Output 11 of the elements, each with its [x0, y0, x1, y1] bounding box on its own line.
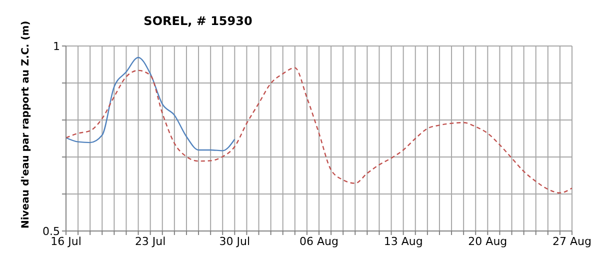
x-tick-label: 23 Jul [134, 234, 166, 248]
x-tick-label: 20 Aug [468, 234, 508, 248]
y-axis-title: Niveau d'eau par rapport au Z.C. (m) [20, 20, 32, 228]
chart-title: SOREL, # 15930 [142, 14, 254, 28]
line-series [66, 67, 572, 194]
x-tick-label: 30 Jul [219, 234, 250, 248]
line-series [66, 56, 236, 152]
x-tick-label: 27 Aug [552, 234, 592, 248]
x-tick-label: 06 Aug [300, 234, 338, 248]
y-tick-label: 1 [53, 40, 60, 53]
x-tick-label: 13 Aug [384, 234, 423, 248]
